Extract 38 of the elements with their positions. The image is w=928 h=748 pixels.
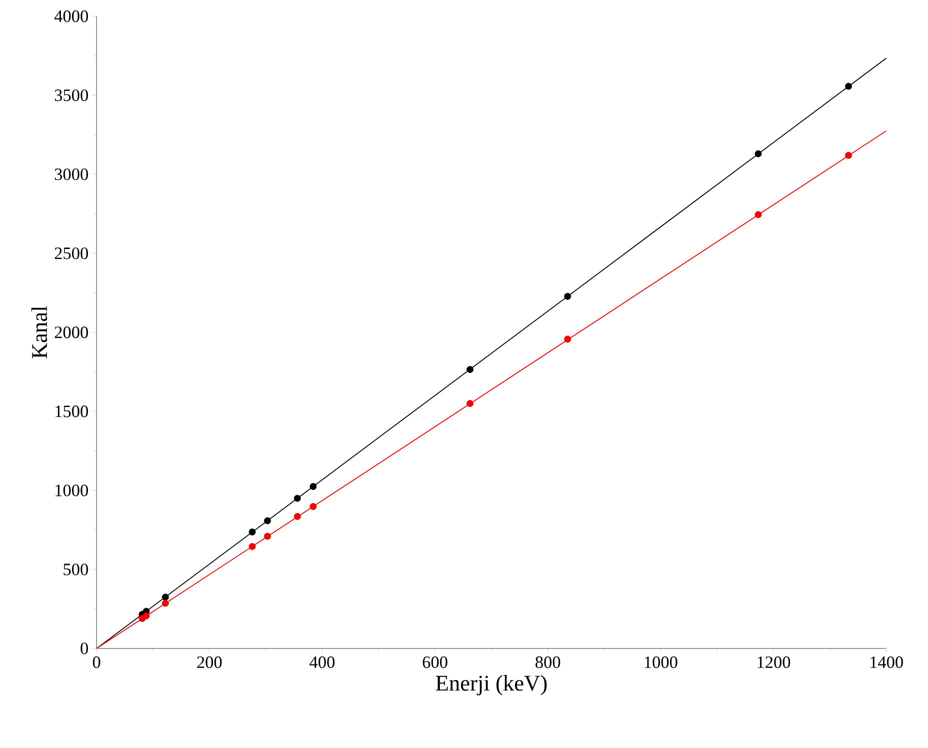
- point: [754, 150, 762, 158]
- y-tick-label: 2000: [54, 326, 88, 338]
- point: [310, 482, 317, 490]
- point: [264, 532, 271, 540]
- point: [754, 211, 762, 218]
- point: [162, 594, 169, 601]
- x-tick-label: 1200: [758, 656, 790, 668]
- x-tick-label: 600: [422, 656, 448, 668]
- y-axis-title: Kanal: [31, 306, 48, 358]
- point: [162, 600, 169, 607]
- point: [564, 292, 572, 300]
- point: [248, 528, 256, 536]
- x-tick-label: 800: [536, 656, 560, 668]
- y-tick-label: 3500: [54, 89, 88, 102]
- point: [466, 400, 474, 407]
- x-tick-label: 0: [92, 656, 100, 668]
- y-tick-label: 1500: [56, 406, 88, 418]
- point: [845, 82, 852, 90]
- point: [264, 517, 271, 524]
- point: [142, 612, 150, 620]
- y-tick-label: 4000: [54, 10, 88, 22]
- y-tick-label: 3000: [54, 168, 88, 180]
- y-tick-label: 1000: [56, 484, 88, 496]
- point: [310, 503, 317, 510]
- y-tick-label: 2500: [54, 247, 88, 260]
- point: [564, 336, 572, 343]
- point: [294, 494, 301, 502]
- point: [294, 513, 301, 520]
- x-tick-label: 1000: [644, 656, 678, 668]
- x-axis-title: Enerji (keV): [436, 675, 547, 696]
- point: [845, 152, 852, 159]
- x-tick-label: 200: [197, 656, 222, 668]
- x-tick-label: 400: [310, 656, 335, 668]
- x-tick-label: 1400: [870, 656, 903, 668]
- y-tick-label: 0: [80, 642, 88, 654]
- y-tick-label: 500: [64, 564, 88, 576]
- point: [466, 366, 474, 373]
- point: [248, 543, 256, 550]
